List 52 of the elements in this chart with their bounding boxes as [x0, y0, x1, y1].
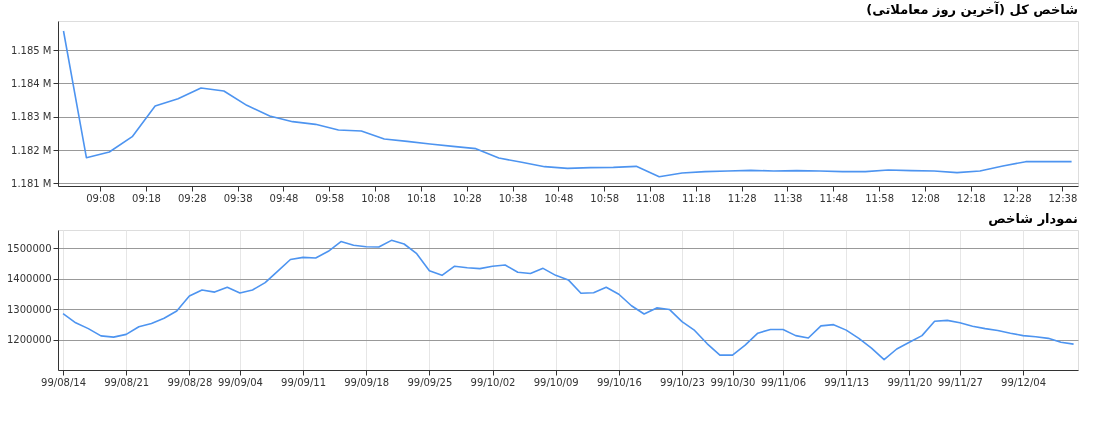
line-series	[62, 239, 1075, 361]
chart-title: نمودار شاخص	[988, 211, 1078, 226]
x-tick-label: 99/10/02	[470, 376, 516, 388]
line-series	[62, 30, 1073, 178]
x-tick-label: 99/10/23	[660, 376, 705, 388]
x-tick-label: 10:58	[590, 192, 620, 204]
x-tick-label: 11:58	[865, 192, 895, 204]
x-tick-label: 10:48	[544, 192, 574, 204]
chart-title: شاخص کل (آخرین روز معاملاتی)	[866, 1, 1078, 17]
y-tick-label: 1200000	[6, 334, 52, 346]
x-tick-label: 99/11/27	[937, 376, 983, 388]
x-tick-label: 99/10/30	[710, 376, 756, 388]
x-tick-label: 99/11/13	[824, 376, 870, 388]
y-tick-label: 1.182 M	[11, 144, 52, 156]
x-tick-label: 11:18	[681, 192, 711, 204]
x-tick-label: 99/11/20	[887, 376, 933, 388]
y-tick-label: 1.184 M	[11, 77, 52, 89]
y-tick-label: 1300000	[6, 303, 52, 315]
x-tick-label: 11:48	[819, 192, 849, 204]
x-tick-label: 99/10/09	[533, 376, 579, 388]
x-tick-label: 99/11/06	[761, 376, 807, 388]
x-tick-label: 12:28	[1002, 192, 1032, 204]
x-tick-label: 09:38	[223, 192, 253, 204]
x-tick-label: 11:38	[773, 192, 803, 204]
x-tick-label: 12:08	[911, 192, 940, 204]
x-tick-label: 10:38	[498, 192, 528, 204]
x-tick-label: 09:08	[86, 192, 116, 204]
x-tick-label: 11:08	[636, 192, 665, 204]
x-tick-label: 09:48	[269, 192, 299, 204]
x-tick-label: 10:28	[452, 192, 482, 204]
y-tick-label: 1.183 M	[11, 111, 52, 123]
x-tick-label: 10:18	[407, 192, 436, 204]
y-tick-label: 1500000	[6, 242, 52, 254]
x-tick-label: 12:18	[956, 192, 986, 204]
x-tick-label: 99/09/25	[407, 376, 453, 388]
x-tick-label: 09:28	[177, 192, 207, 204]
x-tick-label: 99/12/04	[1001, 376, 1047, 388]
y-tick-label: 1.185 M	[11, 44, 52, 56]
x-tick-label: 99/08/28	[167, 376, 213, 388]
x-tick-label: 11:28	[727, 192, 757, 204]
x-tick-label: 10:08	[361, 192, 390, 204]
x-tick-label: 99/09/11	[281, 376, 327, 388]
x-tick-label: 99/10/16	[596, 376, 642, 388]
x-tick-label: 99/09/18	[344, 376, 390, 388]
y-tick-label: 1.181 M	[11, 177, 52, 189]
x-tick-label: 99/08/14	[41, 376, 87, 388]
x-tick-label: 09:18	[132, 192, 161, 204]
x-tick-label: 09:58	[315, 192, 345, 204]
x-tick-label: 99/08/21	[104, 376, 150, 388]
x-tick-label: 12:38	[1048, 192, 1078, 204]
y-tick-label: 1400000	[6, 273, 52, 285]
x-tick-label: 99/09/04	[217, 376, 263, 388]
